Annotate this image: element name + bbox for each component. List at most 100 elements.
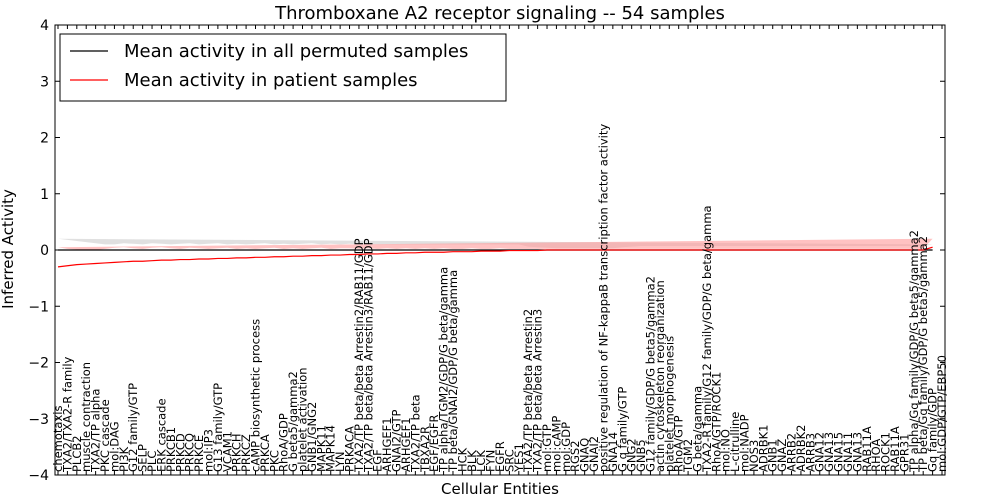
x-tick-label: GNB5 [634,439,648,472]
x-tick-label: PRKCA [258,434,272,472]
x-tick-label: FYN [484,450,498,472]
x-tick-label: GNA11 [841,432,855,472]
x-tick-label: TBXA2R [418,426,432,473]
x-tick-label: GNB1 [766,439,780,472]
x-tick-label: GNA14 [606,432,620,472]
x-tick-label: TP beta/GNAI2/GDP/G beta/gamma [446,270,460,473]
x-tick-label: RAB11A [860,426,874,472]
x-tick-label: RAB11A [888,426,902,472]
x-tick-label: RhoA/GTP [672,415,686,472]
x-tick-label: mol:NO [719,429,733,472]
x-axis-label: Cellular Entities [441,480,559,498]
x-tick-label: ARHGEF1 [380,417,394,472]
x-tick-label: GNAI2 [587,436,601,472]
y-axis-label: Inferred Activity [0,189,17,309]
y-tick-label: −2 [28,356,49,372]
x-tick-label: mol:cAMP [549,416,563,472]
x-tick-label: PRKACA [343,426,357,472]
legend-box [59,33,507,102]
x-tick-label: RHOA [869,439,883,472]
x-tick-label: positive regulation of NF-kappaB transcr… [596,124,610,472]
x-tick-label: G q family/GTP [615,387,629,472]
x-tick-label: PRKCD [173,433,187,472]
x-tick-label: GNA15 [832,432,846,472]
y-tick-label: 0 [40,243,49,259]
x-tick-label: mol:GDP [559,422,573,472]
x-tick-label: RhoA/GDP [277,413,291,472]
x-tick-label: TXA2/TP beta [408,394,422,473]
x-tick-label: GNAI2/GTP [390,410,404,472]
x-tick-label: platelet activation [296,367,310,472]
x-tick-label: PRKCB1 [164,427,178,472]
x-tick-label: VCAM1 [220,431,234,472]
x-tick-label: PLCB2 [70,435,84,472]
x-tick-label: YES1 [512,443,526,473]
x-tick-label: RGS2 [568,440,582,472]
x-tick-label: ADRBK1 [756,425,770,472]
y-tick-label: −1 [28,299,49,315]
x-tick-label: EGFR [493,441,507,472]
x-tick-label: GNA13 [822,432,836,472]
x-tick-label: GNAZ [775,439,789,472]
x-tick-label: mol:IP3 [201,429,215,472]
y-tick-label: −3 [28,412,49,428]
x-tick-label: MAPK11 [314,425,328,472]
x-tick-label: ARHGEF1 [399,417,413,472]
y-tick-label: 3 [40,74,49,90]
x-tick-label: PRKCQ [183,433,197,472]
x-tick-label: cAMP biosynthetic process [248,319,262,472]
x-tick-label: EGF [371,449,385,472]
x-tick-label: G12 family/GTP [126,383,140,472]
x-tick-label: PLC [145,451,159,472]
x-tick-label: BLK [465,450,479,472]
x-tick-label: PRKCZ [239,434,253,472]
y-tick-label: 2 [40,131,49,147]
y-tick-label: 4 [40,18,49,34]
series-line-patient [57,246,933,268]
x-tick-label: GNAQ [578,438,592,472]
x-tick-label: GNG2 [625,438,639,472]
x-tick-label: SRC [502,449,516,472]
x-tick-label: platelet morphogenesis [662,336,676,472]
x-tick-label: GPR31 [897,434,911,472]
x-tick-label: G beta5/gamma2 [286,371,300,472]
x-tick-label: TXA2/TP alpha [89,389,103,473]
x-tick-label: GNA13 [850,432,864,472]
x-tick-label: TXA2/TP beta/beta Arrestin3 [531,309,545,473]
legend-label-patient: Mean activity in patient samples [124,70,418,91]
x-tick-label: RhoA/GTP/ROCK1 [709,372,723,472]
x-tick-label: actin cytoskeleton reorganization [653,280,667,472]
x-tick-label: ARRB2 [785,433,799,472]
x-tick-label: PKC [267,450,281,472]
x-tick-label: HCK [455,447,469,472]
x-tick-label: TP alpha/TGM2/GDP/G beta/gamma [437,267,451,473]
x-tick-label: NOS3 [747,440,761,472]
x-tick-label: PI3K [117,446,131,472]
x-tick-label: GNB1/GNG2 [305,402,319,472]
x-tick-label: PRKCH [230,433,244,472]
y-tick-label: 1 [40,187,49,203]
legend-label-permuted: Mean activity in all permuted samples [124,41,468,62]
x-tick-label: ROCK1 [879,432,893,472]
x-tick-label: G13 family/GTP [211,383,225,472]
x-tick-label: TXA2/TP beta/beta Arrestin3/RAB11/GDP [361,238,375,473]
x-tick-label: TXA2/TP beta/beta Arrestin2/RAB11/GDP [352,238,366,473]
x-tick-label: TXA2/TP beta/beta Arrestin2 [521,309,535,473]
x-tick-label: SELP [136,444,150,472]
x-tick-label: L-citrulline [728,412,742,472]
x-tick-label: mol:GTP [540,424,554,472]
y-tick-label: −4 [28,468,49,484]
x-tick-label: Gq family/GDP [926,388,940,472]
x-tick-label: LCK [474,450,488,472]
x-tick-label: TP beta/Gq family/GDP/G beta5/gamma2 [916,236,930,473]
x-tick-label: ARRB3 [803,433,817,472]
x-tick-label: PRKCE [192,435,206,472]
x-tick-label: TP alpha/Gq family/GDP/G beta5/gamma2 [907,230,921,473]
x-tick-label: G beta/gamma [690,386,704,472]
x-tick-label: PKC cascade [98,399,112,472]
x-tick-label: TXA2-R family/G12 family/GDP/G beta/gamm… [700,205,714,473]
legend: Mean activity in all permuted samples Me… [59,33,507,102]
x-tick-label: ADRBK2 [794,425,808,472]
